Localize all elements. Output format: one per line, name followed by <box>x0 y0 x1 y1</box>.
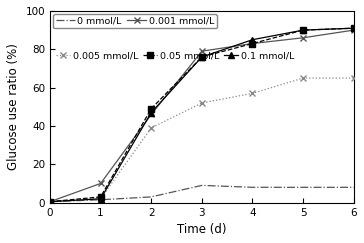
0.05 mmol/L <box>200 55 204 58</box>
0.005 mmol/L <box>250 92 255 95</box>
0.05 mmol/L <box>98 195 103 198</box>
0.005 mmol/L <box>149 126 153 129</box>
0.005 mmol/L <box>98 197 103 200</box>
Line: 0.005 mmol/L: 0.005 mmol/L <box>47 75 356 204</box>
0.005 mmol/L <box>301 77 305 79</box>
Y-axis label: Glucose use ratio (%): Glucose use ratio (%) <box>7 43 20 170</box>
0.001 mmol/L <box>352 29 356 32</box>
0.05 mmol/L <box>48 200 52 203</box>
0.005 mmol/L <box>352 77 356 79</box>
0.05 mmol/L <box>149 107 153 110</box>
0 mmol/L <box>200 184 204 187</box>
0.001 mmol/L <box>250 42 255 45</box>
0 mmol/L <box>149 195 153 198</box>
0.1 mmol/L <box>48 200 52 203</box>
0 mmol/L <box>301 186 305 189</box>
0.001 mmol/L <box>98 182 103 185</box>
Line: 0.1 mmol/L: 0.1 mmol/L <box>47 26 356 204</box>
0.001 mmol/L <box>200 50 204 53</box>
0.1 mmol/L <box>352 27 356 30</box>
0.1 mmol/L <box>250 38 255 41</box>
0.005 mmol/L <box>200 102 204 104</box>
0 mmol/L <box>48 200 52 203</box>
0.1 mmol/L <box>149 111 153 114</box>
0.1 mmol/L <box>301 29 305 32</box>
Line: 0.001 mmol/L: 0.001 mmol/L <box>47 27 356 204</box>
Legend: 0.005 mmol/L, 0.05 mmol/L, 0.1 mmol/L: 0.005 mmol/L, 0.05 mmol/L, 0.1 mmol/L <box>53 48 297 63</box>
Line: 0.05 mmol/L: 0.05 mmol/L <box>47 26 356 204</box>
0.001 mmol/L <box>149 113 153 116</box>
0 mmol/L <box>98 198 103 201</box>
0.05 mmol/L <box>301 29 305 32</box>
0.05 mmol/L <box>250 42 255 45</box>
0.001 mmol/L <box>48 200 52 203</box>
0.005 mmol/L <box>48 200 52 203</box>
0 mmol/L <box>352 186 356 189</box>
0.05 mmol/L <box>352 27 356 30</box>
0.001 mmol/L <box>301 36 305 39</box>
0.1 mmol/L <box>200 55 204 58</box>
0 mmol/L <box>250 186 255 189</box>
X-axis label: Time (d): Time (d) <box>177 223 227 236</box>
0.1 mmol/L <box>98 197 103 200</box>
Line: 0 mmol/L: 0 mmol/L <box>50 185 354 202</box>
